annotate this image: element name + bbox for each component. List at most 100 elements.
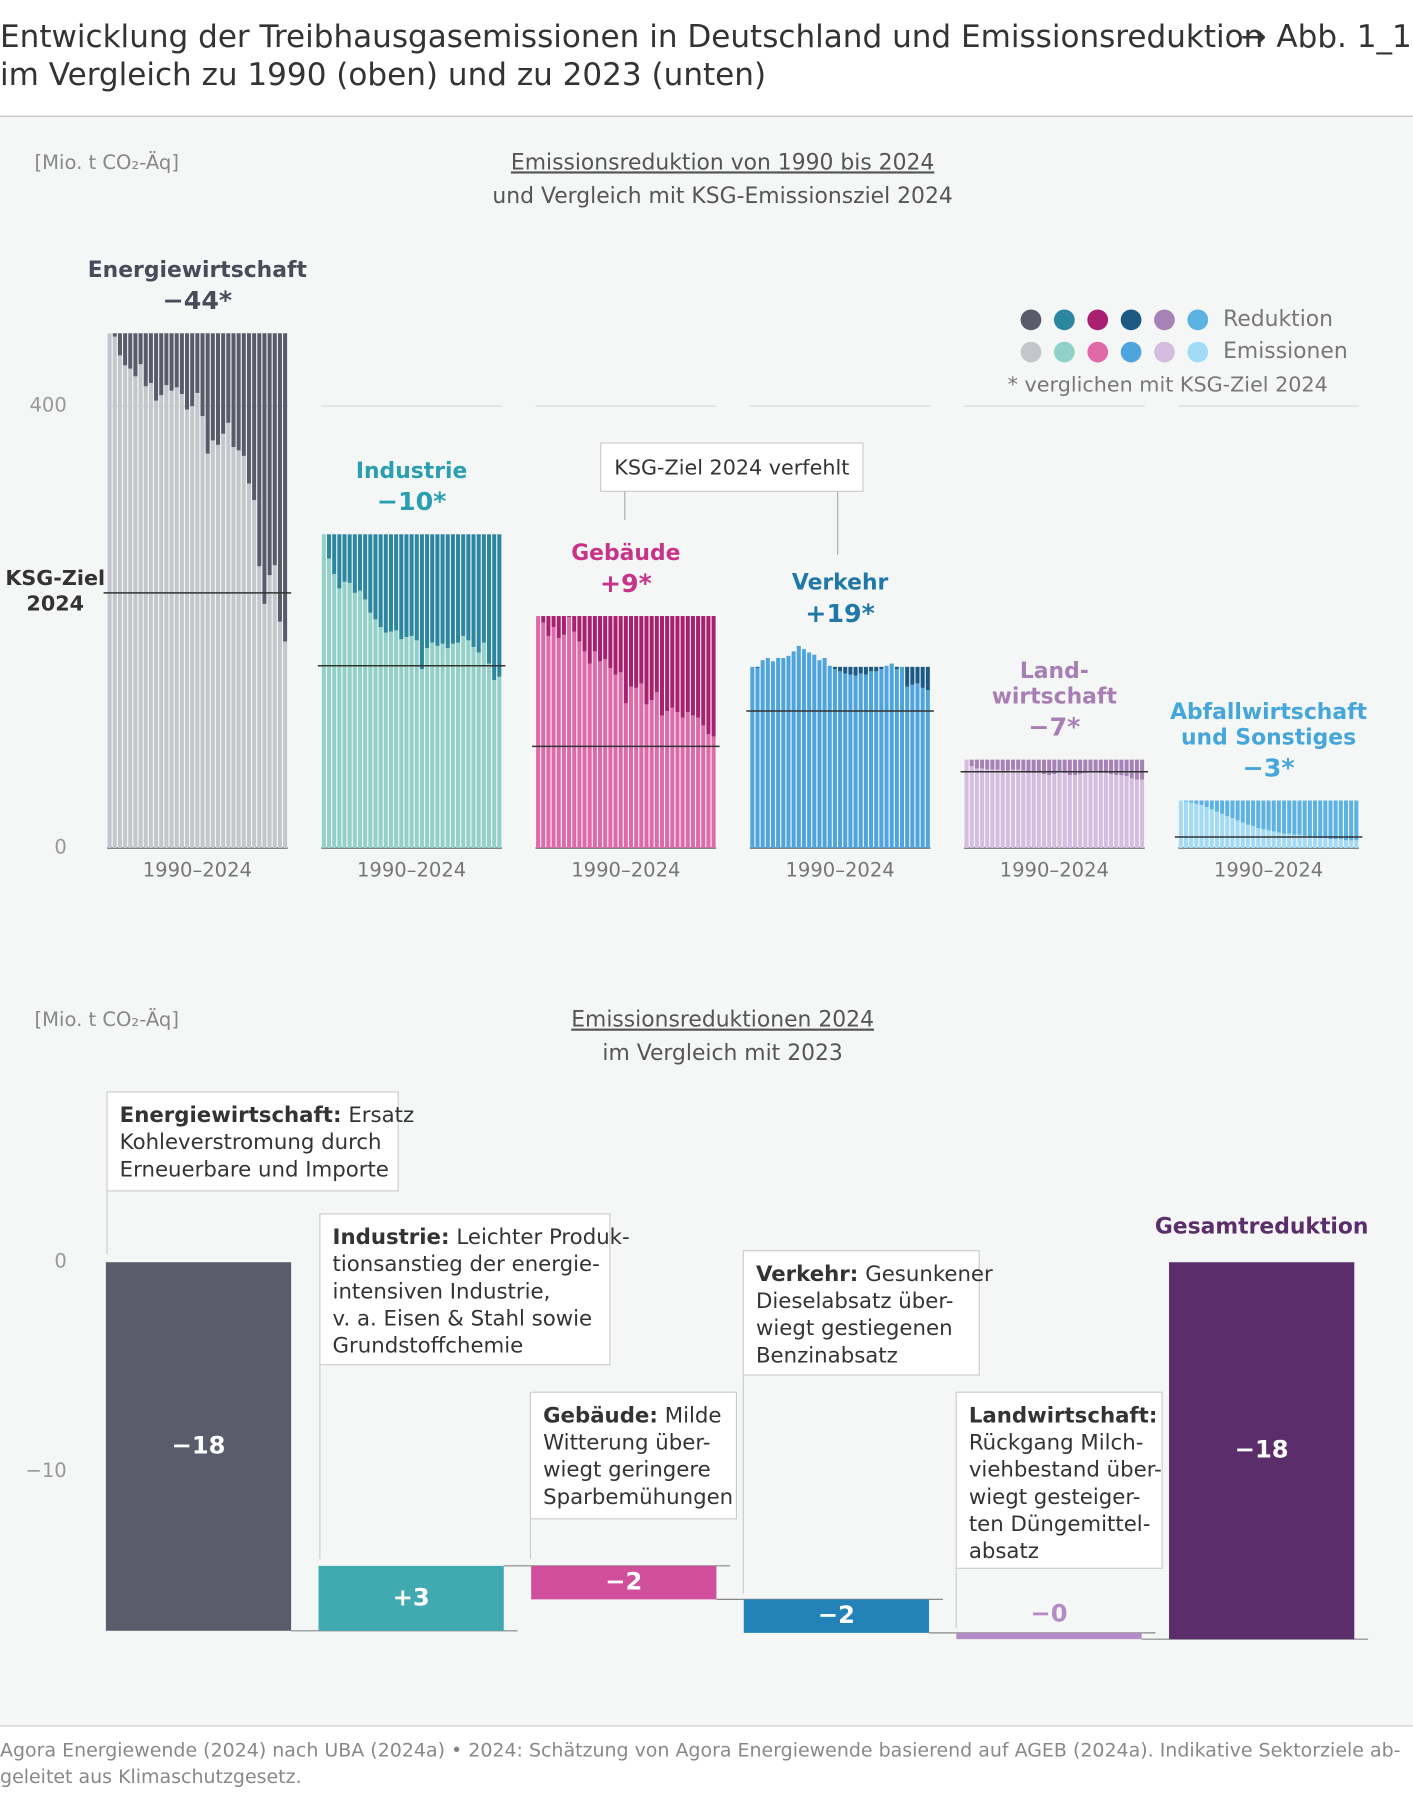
reduction-bar	[1240, 800, 1245, 823]
emission-bar	[383, 632, 388, 848]
emission-bar	[995, 769, 1000, 848]
emission-bar	[556, 638, 561, 848]
emission-bar	[1230, 818, 1235, 848]
emission-bar	[832, 669, 837, 848]
reduction-bar	[1338, 800, 1343, 840]
reduction-bar	[1016, 759, 1021, 770]
emission-bar	[711, 736, 716, 848]
emission-bar	[649, 699, 654, 848]
reduction-bar	[246, 333, 251, 484]
emission-bar	[572, 631, 577, 848]
emission-bar	[623, 703, 628, 848]
reduction-bar	[1194, 800, 1199, 804]
reduction-bar	[112, 333, 117, 337]
emission-bar	[399, 639, 404, 848]
reduction-bar	[858, 666, 863, 674]
unit-label: [Mio. t CO₂-Äq]	[35, 151, 179, 174]
reduction-bar	[1129, 759, 1134, 779]
reduction-bar	[1011, 759, 1016, 770]
emission-bar	[1134, 779, 1139, 848]
emission-bar	[1307, 836, 1312, 848]
reduction-bar	[974, 759, 979, 769]
reduction-bar	[1235, 800, 1240, 821]
emission-bar	[409, 635, 414, 848]
emission-bar	[1220, 813, 1225, 848]
legend-dot	[1053, 309, 1075, 331]
emission-bar	[628, 686, 634, 848]
reduction-bar	[461, 534, 466, 636]
annotation-box	[742, 1250, 980, 1376]
reduction-bar	[337, 534, 342, 589]
value-label: −2	[605, 1568, 642, 1596]
emission-bar	[561, 634, 566, 848]
emission-bar	[1103, 772, 1108, 848]
emission-bar	[765, 658, 770, 848]
reduction-bar	[1307, 800, 1312, 837]
reduction-bar	[1343, 800, 1349, 841]
waterfall-bar	[956, 1632, 1142, 1640]
reduction-bar	[487, 534, 492, 664]
emission-bar	[277, 621, 282, 848]
emission-bar	[1072, 775, 1077, 848]
reduction-bar	[123, 333, 128, 366]
reduction-bar	[128, 333, 133, 369]
reduction-bar	[174, 333, 179, 388]
emission-bar	[1302, 835, 1307, 848]
emission-bar	[853, 675, 858, 848]
emission-bar	[1088, 771, 1093, 848]
emission-bar	[1098, 772, 1103, 848]
emission-bar	[1119, 775, 1124, 848]
emission-bar	[685, 712, 690, 848]
emission-bar	[205, 453, 210, 848]
callout-text: KSG-Ziel 2024 verfehlt	[614, 455, 849, 479]
reduction-bar	[236, 333, 241, 451]
reduction-bar	[138, 333, 143, 365]
emission-bar	[210, 440, 215, 848]
reduction-bar	[179, 333, 184, 395]
reduction-bar	[879, 666, 884, 670]
legend-dot	[1187, 341, 1209, 363]
reduction-bar	[1021, 759, 1026, 771]
annotation-line: Industrie: Leichter Produk-	[333, 1225, 630, 1250]
reduction-bar	[561, 616, 566, 635]
reduction-bar	[1140, 759, 1145, 780]
emission-bar	[822, 658, 827, 848]
annotation-head: Industrie:	[333, 1225, 450, 1250]
emission-bar	[179, 394, 184, 848]
annotation-line: tionsanstieg der energie-	[333, 1252, 600, 1277]
reduction-bar	[711, 616, 716, 737]
emission-bar	[889, 663, 894, 848]
annotation-line: intensiven Industrie,	[333, 1279, 551, 1304]
reduction-bar	[1349, 800, 1354, 841]
reduction-bar	[990, 759, 995, 770]
emission-bar	[283, 641, 288, 848]
reduction-bar	[430, 534, 435, 643]
reduction-bar	[383, 534, 388, 633]
emission-bar	[894, 669, 899, 848]
emission-bar	[701, 725, 706, 848]
reduction-bar	[1214, 800, 1219, 812]
title-line: im Vergleich zu 1990 (oben) und zu 2023 …	[0, 57, 766, 93]
reduction-bar	[623, 616, 628, 704]
emission-bar	[169, 390, 174, 848]
emission-bar	[246, 483, 251, 848]
emission-bar	[159, 395, 164, 848]
annotation-line: viehbestand über-	[969, 1458, 1162, 1483]
emission-bar	[138, 364, 143, 848]
reduction-bar	[985, 759, 990, 770]
legend-dot	[1187, 309, 1209, 331]
emission-bar	[128, 368, 133, 848]
reduction-bar	[541, 616, 546, 623]
emission-bar	[378, 627, 383, 848]
emission-bar	[670, 707, 675, 848]
reduction-bar	[352, 534, 357, 593]
annotation-line: wiegt gesteiger-	[969, 1485, 1141, 1510]
reduction-bar	[117, 333, 122, 356]
reduction-bar	[272, 333, 277, 566]
legend-label: Emissionen	[1223, 339, 1348, 364]
emission-bar	[1287, 833, 1292, 848]
annotation-line: absatz	[969, 1539, 1039, 1564]
reduction-bar	[347, 534, 352, 583]
unit-label: [Mio. t CO₂-Äq]	[35, 1008, 179, 1031]
reduction-bar	[1271, 800, 1276, 832]
